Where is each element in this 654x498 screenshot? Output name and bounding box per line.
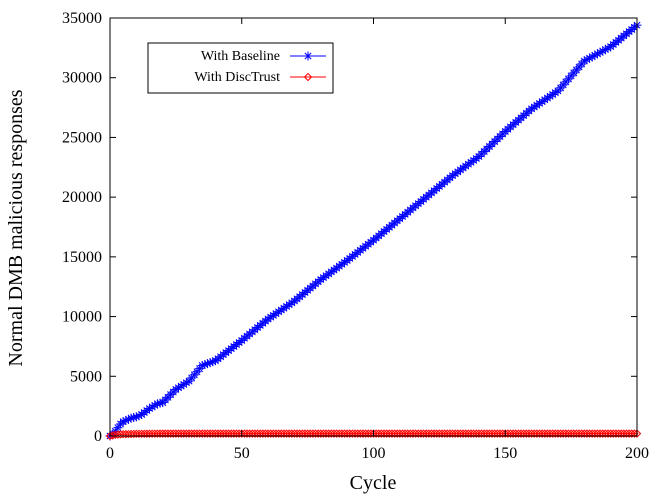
data-point [316, 275, 326, 285]
data-point [455, 165, 465, 175]
data-point [458, 163, 468, 173]
series-baseline [105, 20, 642, 441]
marker-stroke [156, 399, 164, 407]
legend-label-baseline: With Baseline [201, 49, 280, 64]
marker-shape [632, 429, 642, 438]
data-point [324, 269, 334, 279]
data-point [321, 271, 331, 281]
x-tick-label: 0 [106, 445, 114, 462]
y-tick-label: 15000 [62, 249, 102, 266]
data-point [542, 93, 552, 103]
y-tick-label: 25000 [62, 129, 102, 146]
legend: With Baseline With DiscTrust [147, 42, 334, 94]
data-point [466, 157, 476, 167]
data-point [471, 153, 481, 163]
data-point [332, 263, 342, 273]
data-point [469, 155, 479, 165]
data-point [340, 257, 350, 267]
y-axis-label: Normal DMB malicious responses [5, 89, 27, 366]
data-point [329, 265, 339, 275]
data-point [334, 261, 344, 271]
data-point [448, 171, 458, 181]
data-point [527, 104, 537, 114]
y-tick-label: 30000 [62, 70, 102, 87]
data-point [279, 303, 289, 313]
data-point [318, 273, 328, 283]
y-tick-label: 0 [94, 428, 102, 445]
x-tick-label: 200 [625, 445, 649, 462]
marker-shape [303, 72, 313, 82]
marker-stroke [304, 52, 312, 60]
data-point [450, 169, 460, 179]
y-tick-label: 35000 [62, 10, 102, 27]
data-point [632, 429, 642, 438]
marker-stroke [153, 400, 161, 408]
legend-label-disctrust: With DiscTrust [194, 70, 280, 85]
data-point [453, 167, 463, 177]
x-tick-label: 50 [234, 445, 250, 462]
legend-swatch-marker [303, 51, 313, 61]
x-tick-label: 100 [362, 445, 386, 462]
legend-swatch-marker [303, 72, 313, 82]
data-point [337, 259, 347, 269]
y-tick-label: 5000 [70, 368, 102, 385]
data-point [287, 298, 297, 308]
data-point [463, 159, 473, 169]
legend-box [147, 42, 334, 94]
x-tick-label: 150 [493, 445, 517, 462]
y-tick-label: 10000 [62, 309, 102, 326]
ticks-layer: 0 50 100 150 200 0 5000 10000 15000 20000 25000 300… [62, 10, 649, 462]
legend-swatches [290, 51, 326, 82]
marker-stroke [114, 424, 122, 432]
data-point [326, 267, 336, 277]
x-axis-label: Cycle [350, 472, 397, 494]
y-tick-label: 20000 [62, 189, 102, 206]
marker-stroke [127, 414, 135, 422]
data-point [461, 161, 471, 171]
